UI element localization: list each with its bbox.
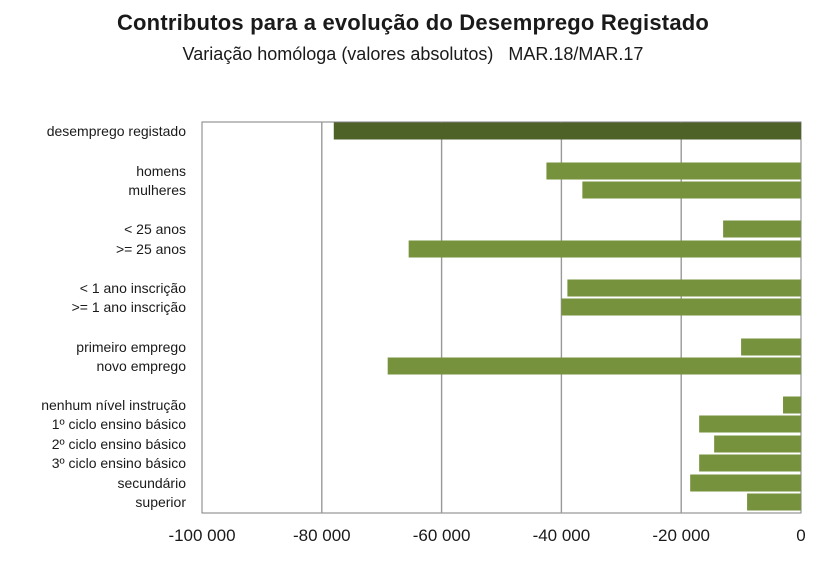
bar: [561, 298, 801, 316]
plot-area: [201, 121, 802, 514]
bar: [747, 493, 801, 511]
bar: [699, 415, 801, 433]
bar: [714, 435, 801, 453]
bar: [741, 338, 801, 356]
x-tick-label: -100 000: [168, 526, 235, 545]
bar: [783, 396, 801, 414]
category-label: homens: [136, 163, 186, 179]
bar: [333, 122, 801, 140]
category-label: secundário: [118, 475, 187, 491]
category-label: >= 1 ano inscrição: [72, 299, 187, 315]
category-label: 3º ciclo ensino básico: [52, 455, 187, 471]
category-label: >= 25 anos: [116, 241, 186, 257]
x-tick-label: -20 000: [652, 526, 710, 545]
bar: [387, 357, 801, 375]
bar: [699, 454, 801, 472]
category-label: 2º ciclo ensino básico: [52, 436, 187, 452]
x-tick-label: 0: [796, 526, 805, 545]
category-label: novo emprego: [96, 358, 186, 374]
category-label: nenhum nível instrução: [41, 397, 186, 413]
bar: [408, 240, 801, 258]
category-label: desemprego registado: [47, 123, 187, 139]
chart-title: Contributos para a evolução do Desempreg…: [116, 10, 710, 35]
category-label: 1º ciclo ensino básico: [52, 416, 187, 432]
category-label: superior: [135, 494, 186, 510]
category-labels: desemprego registado homens mulheres < 25 a…: [41, 123, 186, 510]
x-tick-label: -40 000: [533, 526, 591, 545]
category-label: < 25 anos: [124, 221, 186, 237]
x-tick-label: -80 000: [293, 526, 351, 545]
x-tick-label: -60 000: [413, 526, 471, 545]
bar: [723, 220, 801, 238]
grid-lines: [321, 122, 682, 513]
chart-subtitle: Variação homóloga (valores absolutos) MA…: [182, 44, 644, 64]
category-label: < 1 ano inscrição: [80, 280, 186, 296]
bar: [582, 181, 801, 199]
bar: [690, 474, 801, 492]
bars: [333, 122, 801, 511]
bar: [567, 279, 801, 297]
category-label: primeiro emprego: [76, 339, 186, 355]
category-label: mulheres: [128, 182, 186, 198]
x-tick-labels: -100 000 -80 000 -60 000 -40 000 -20 000 0: [168, 526, 805, 545]
bar: [546, 162, 801, 180]
